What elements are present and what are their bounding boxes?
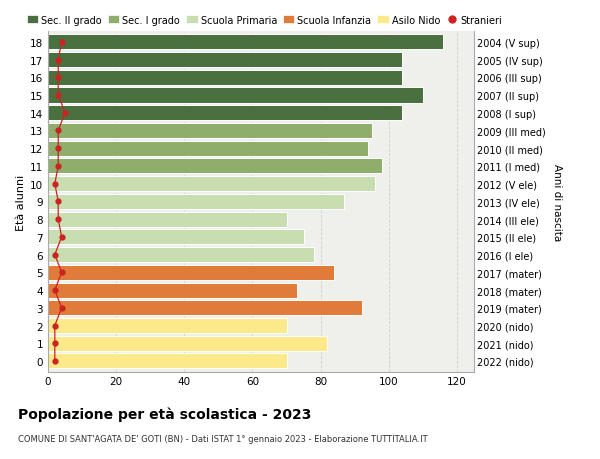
Y-axis label: Età alunni: Età alunni: [16, 174, 26, 230]
Y-axis label: Anni di nascita: Anni di nascita: [552, 163, 562, 241]
Bar: [48, 88, 423, 103]
Bar: [48, 230, 304, 245]
Bar: [48, 301, 362, 316]
Bar: [48, 123, 372, 139]
Legend: Sec. II grado, Sec. I grado, Scuola Primaria, Scuola Infanzia, Asilo Nido, Stran: Sec. II grado, Sec. I grado, Scuola Prim…: [23, 12, 506, 29]
Bar: [48, 177, 375, 192]
Bar: [48, 106, 403, 121]
Bar: [48, 35, 443, 50]
Bar: [48, 53, 403, 68]
Bar: [48, 212, 287, 227]
Text: Popolazione per età scolastica - 2023: Popolazione per età scolastica - 2023: [18, 406, 311, 421]
Bar: [48, 71, 403, 86]
Bar: [48, 283, 297, 298]
Text: COMUNE DI SANT'AGATA DE' GOTI (BN) - Dati ISTAT 1° gennaio 2023 - Elaborazione T: COMUNE DI SANT'AGATA DE' GOTI (BN) - Dat…: [18, 434, 428, 443]
Bar: [48, 318, 287, 333]
Bar: [48, 265, 334, 280]
Bar: [48, 336, 328, 351]
Bar: [48, 353, 287, 369]
Bar: [48, 195, 344, 209]
Bar: [48, 247, 314, 263]
Bar: [48, 159, 382, 174]
Bar: [48, 141, 368, 157]
